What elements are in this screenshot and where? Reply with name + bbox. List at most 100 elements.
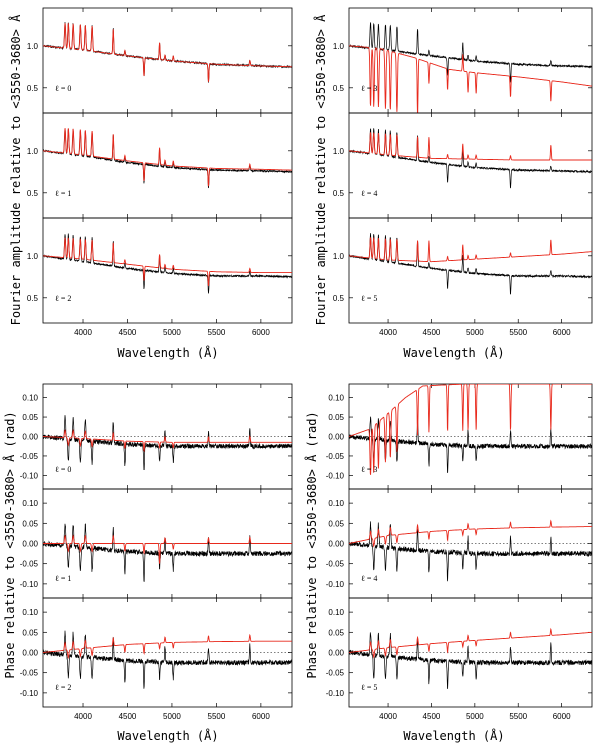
x-tick-label: 4500 — [423, 328, 441, 337]
y-tick-label: 0.00 — [328, 649, 344, 658]
series-observed — [43, 523, 292, 582]
series-model — [43, 633, 292, 660]
y-tick-label: 1.0 — [333, 147, 345, 156]
x-tick-label: 5500 — [208, 328, 226, 337]
y-tick-label: -0.05 — [326, 452, 345, 461]
series-observed — [43, 415, 292, 471]
y-tick-label: 0.5 — [333, 189, 345, 198]
panel-label: ℓ = 0 — [55, 465, 71, 474]
y-tick-label: -0.10 — [20, 580, 39, 589]
y-tick-label: 0.00 — [22, 540, 38, 549]
amplitude-xlabel-right: Wavelength (Å) — [403, 345, 504, 360]
y-tick-label: -0.05 — [20, 669, 39, 678]
y-tick-label: -0.10 — [326, 471, 345, 480]
x-tick-label: 5000 — [466, 328, 484, 337]
y-tick-label: -0.05 — [326, 560, 345, 569]
y-tick-label: 0.05 — [328, 519, 344, 528]
y-tick-label: -0.10 — [326, 689, 345, 698]
chart-3-panel-0: -0.10 -0.05 0.00 0.05 0.10 ℓ = 3 — [326, 383, 593, 490]
panel-frame — [42, 597, 293, 708]
y-tick-label: 0.10 — [328, 608, 344, 617]
y-tick-label: 0.00 — [328, 540, 344, 549]
panel-frame — [42, 383, 293, 490]
y-tick-label: 1.0 — [27, 147, 39, 156]
y-tick-label: -0.10 — [20, 471, 39, 480]
y-tick-label: -0.10 — [20, 689, 39, 698]
panel-label: ℓ = 4 — [361, 189, 377, 198]
y-tick-label: 0.05 — [22, 628, 38, 637]
phase-ylabel-right: Phase relative to <3550-3680> Å (rad) — [304, 411, 319, 678]
y-tick-label: -0.10 — [326, 580, 345, 589]
y-tick-label: 0.5 — [27, 294, 39, 303]
phase-ylabel-left: Phase relative to <3550-3680> Å (rad) — [2, 411, 17, 678]
y-tick-label: 1.0 — [333, 252, 345, 261]
series-model — [43, 428, 292, 453]
y-tick-label: 0.05 — [328, 413, 344, 422]
panel-label: ℓ = 1 — [55, 574, 71, 583]
y-tick-label: 0.00 — [328, 433, 344, 442]
amplitude-xlabel-left: Wavelength (Å) — [117, 345, 218, 360]
series-observed — [349, 22, 592, 83]
series-observed — [43, 630, 292, 689]
panel-label: ℓ = 2 — [55, 683, 71, 692]
series-model — [349, 45, 592, 113]
x-tick-label: 4000 — [74, 712, 92, 721]
chart-3-panel-1: -0.10 -0.05 0.00 0.05 0.10 ℓ = 4 — [326, 488, 593, 599]
y-tick-label: 0.10 — [22, 499, 38, 508]
y-tick-label: 0.5 — [27, 189, 39, 198]
panel-label: ℓ = 5 — [361, 294, 377, 303]
series-observed — [349, 521, 592, 582]
chart-0-panel-1: 0.5 1.0 ℓ = 1 — [27, 112, 293, 219]
series-model — [43, 534, 292, 564]
panel-label: ℓ = 2 — [55, 294, 71, 303]
y-tick-label: 1.0 — [27, 42, 39, 51]
series-observed — [349, 632, 592, 689]
series-model — [349, 237, 592, 263]
y-tick-label: 0.10 — [328, 499, 344, 508]
x-tick-label: 5000 — [466, 712, 484, 721]
chart-0-panel-0: 0.5 1.0 ℓ = 0 — [27, 7, 293, 114]
panel-label: ℓ = 3 — [361, 84, 377, 93]
x-tick-label: 5500 — [509, 712, 527, 721]
x-tick-label: 4000 — [379, 328, 397, 337]
panel-label: ℓ = 0 — [55, 84, 71, 93]
panel-label: ℓ = 4 — [361, 574, 377, 583]
chart-2-panel-0: -0.10 -0.05 0.00 0.05 0.10 ℓ = 0 — [20, 383, 293, 490]
series-observed — [43, 128, 292, 189]
x-tick-label: 4500 — [423, 712, 441, 721]
x-tick-label: 6000 — [252, 328, 270, 337]
y-tick-label: 0.00 — [22, 433, 38, 442]
chart-2-panel-1: -0.10 -0.05 0.00 0.05 0.10 ℓ = 1 — [20, 488, 293, 599]
series-model — [43, 237, 292, 286]
panel-frame — [348, 217, 593, 324]
x-tick-label: 4000 — [74, 328, 92, 337]
phase-xlabel-left: Wavelength (Å) — [117, 728, 218, 743]
series-model — [349, 384, 592, 475]
y-tick-label: 0.10 — [22, 394, 38, 403]
amplitude-ylabel-left: Fourier amplitude relative to <3550-3680… — [8, 14, 23, 325]
y-tick-label: 0.10 — [328, 394, 344, 403]
x-tick-label: 4000 — [379, 712, 397, 721]
chart-1-panel-0: 0.5 1.0 ℓ = 3 — [333, 7, 593, 114]
y-tick-label: -0.05 — [326, 669, 345, 678]
y-tick-label: 1.0 — [333, 42, 345, 51]
series-model — [349, 519, 592, 548]
y-tick-label: 0.00 — [22, 649, 38, 658]
x-tick-label: 6000 — [553, 712, 571, 721]
x-tick-label: 5500 — [208, 712, 226, 721]
chart-3-panel-2: -0.10 -0.05 0.00 0.05 0.10 ℓ = 5 — [326, 597, 593, 708]
chart-2-panel-2: -0.10 -0.05 0.00 0.05 0.10 ℓ = 2 — [20, 597, 293, 708]
y-tick-label: 0.5 — [333, 84, 345, 93]
series-model — [349, 627, 592, 659]
phase-xlabel-right: Wavelength (Å) — [403, 728, 504, 743]
x-tick-label: 5000 — [163, 712, 181, 721]
x-tick-label: 5500 — [509, 328, 527, 337]
chart-1-panel-2: 0.5 1.0 ℓ = 5 — [333, 217, 593, 324]
x-tick-label: 5000 — [163, 328, 181, 337]
y-tick-label: 1.0 — [27, 252, 39, 261]
x-tick-label: 6000 — [252, 712, 270, 721]
y-tick-label: 0.05 — [22, 413, 38, 422]
panel-frame — [42, 217, 293, 324]
y-tick-label: 0.5 — [333, 294, 345, 303]
